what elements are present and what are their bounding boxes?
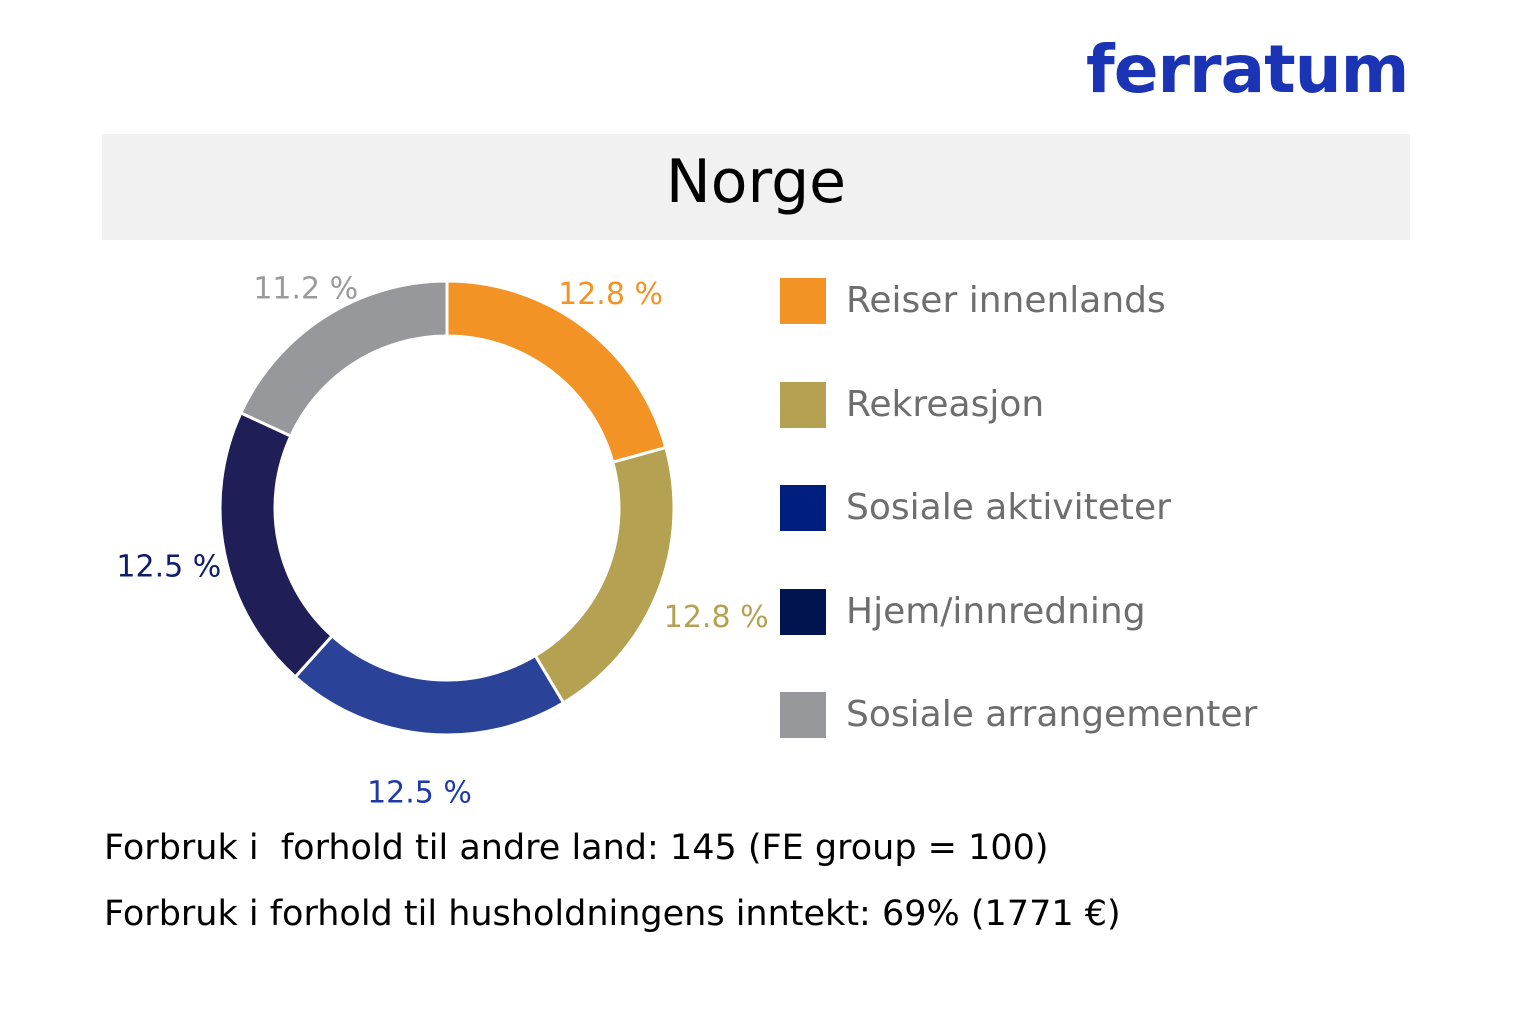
donut-slice-label-3: 12.5 %	[367, 776, 472, 811]
legend-swatch	[780, 692, 826, 738]
legend-label: Reiser innenlands	[846, 280, 1166, 321]
legend-label: Rekreasjon	[846, 383, 1045, 425]
legend: Reiser innenlands Rekreasjon Sosiale aktiv…	[780, 278, 1300, 796]
legend-label: Sosiale aktiviteter	[846, 487, 1171, 528]
footer-consumption-index: Forbruk i forhold til andre land: 145 (F…	[104, 828, 1049, 868]
donut-slice-label-4: 12.5 %	[116, 549, 221, 584]
donut-slice-2	[533, 445, 676, 705]
donut-slice-5	[238, 279, 449, 438]
donut-slice-label-2: 12.8 %	[664, 600, 769, 635]
footer-income-ratio: Forbruk i forhold til husholdningens inn…	[104, 894, 1121, 934]
legend-label: Hjem/innredning	[846, 590, 1146, 632]
donut-slice-3	[293, 633, 566, 737]
donut-slices	[218, 279, 676, 737]
legend-item: Sosiale aktiviteter	[780, 485, 1300, 531]
donut-slice-4	[218, 410, 335, 679]
donut-slice-label-5: 11.2 %	[253, 271, 358, 306]
donut-slice-labels: 12.8 % 12.8 % 12.5 % 12.5 % 11.2 %	[116, 271, 768, 810]
legend-swatch	[780, 278, 826, 324]
ferratum-logo: ferratum	[1086, 31, 1409, 108]
legend-item: Hjem/innredning	[780, 588, 1300, 635]
chart-title: Norge	[665, 147, 847, 217]
legend-swatch	[780, 588, 826, 635]
legend-item: Sosiale arrangementer	[780, 692, 1300, 738]
legend-item: Reiser innenlands	[780, 278, 1300, 324]
legend-label: Sosiale arrangementer	[846, 694, 1258, 735]
legend-item: Rekreasjon	[780, 381, 1300, 428]
title-bar: Norge	[102, 134, 1410, 240]
legend-swatch	[780, 381, 826, 428]
donut-slice-label-1: 12.8 %	[558, 277, 663, 312]
legend-swatch	[780, 485, 826, 531]
